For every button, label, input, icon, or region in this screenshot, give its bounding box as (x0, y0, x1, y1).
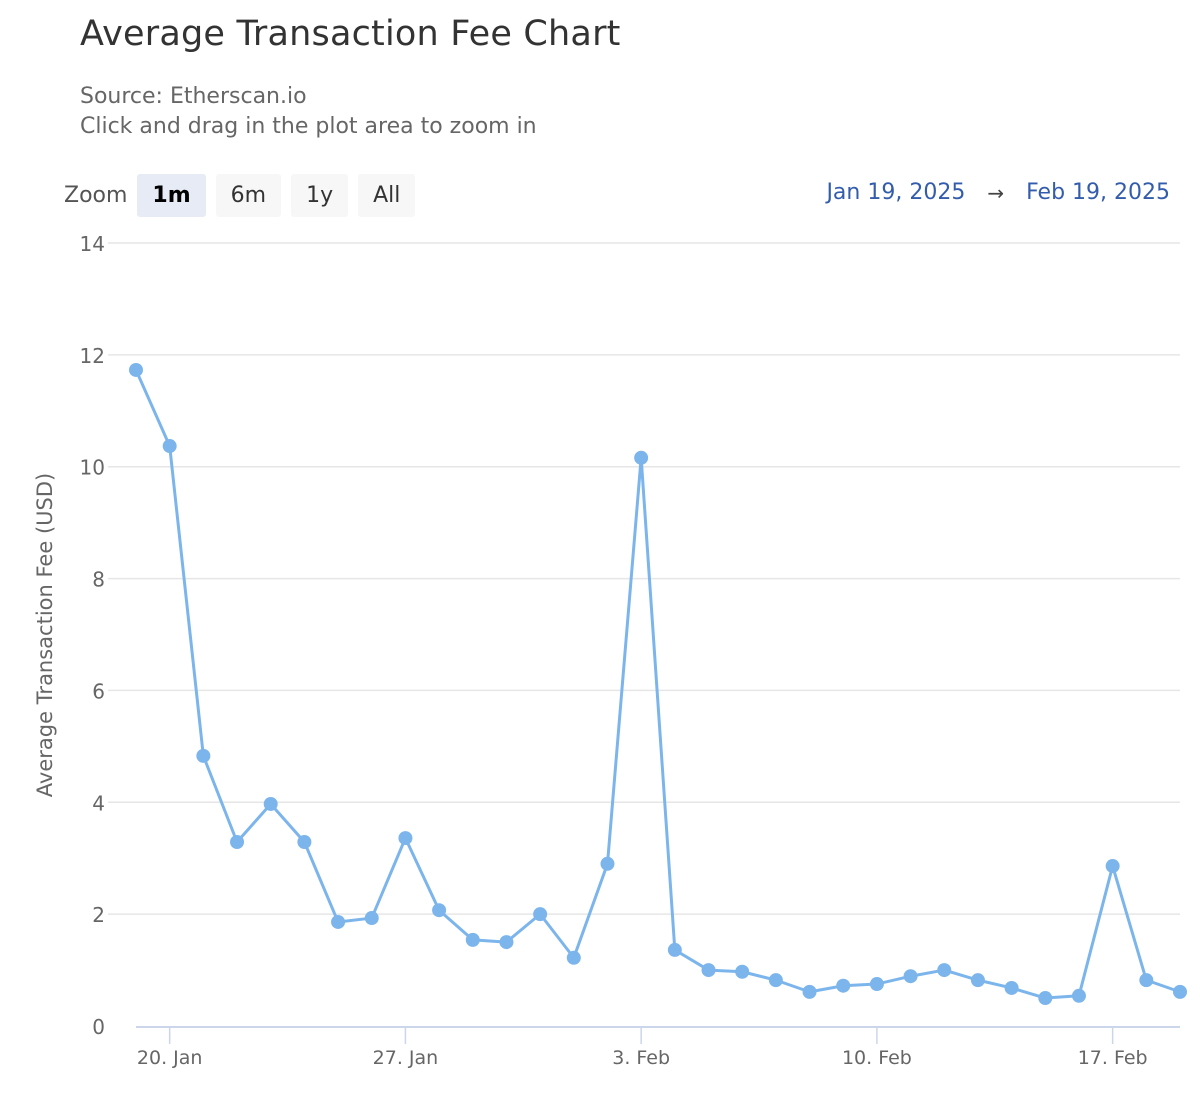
data-point[interactable] (802, 984, 817, 999)
data-point[interactable] (836, 978, 851, 993)
data-point[interactable] (566, 950, 581, 965)
data-point[interactable] (331, 914, 346, 929)
data-point[interactable] (263, 796, 278, 811)
data-point[interactable] (364, 911, 379, 926)
data-point[interactable] (1071, 988, 1086, 1003)
data-point[interactable] (1139, 973, 1154, 988)
data-point[interactable] (465, 932, 480, 947)
x-tick-label: 10. Feb (842, 1047, 912, 1069)
data-point[interactable] (1105, 859, 1120, 874)
y-tick-label: 0 (92, 1015, 105, 1039)
x-tick-label: 20. Jan (137, 1047, 203, 1069)
data-point[interactable] (162, 439, 177, 454)
data-point[interactable] (1173, 984, 1187, 999)
zoom-label: Zoom (64, 183, 128, 208)
zoom-1m-button[interactable]: 1m (137, 174, 206, 217)
zoom-1y-button[interactable]: 1y (291, 174, 349, 217)
data-point[interactable] (634, 450, 649, 465)
y-axis-title: Average Transaction Fee (USD) (33, 473, 57, 797)
data-point[interactable] (701, 963, 716, 978)
data-point[interactable] (735, 964, 750, 979)
data-point[interactable] (970, 973, 985, 988)
date-range: Jan 19, 2025 → Feb 19, 2025 (826, 180, 1170, 205)
arrow-right-icon: → (987, 180, 1005, 205)
data-point[interactable] (869, 977, 884, 992)
x-tick-label: 3. Feb (612, 1047, 670, 1069)
series-line (134, 369, 1181, 1000)
range-to-input[interactable]: Feb 19, 2025 (1026, 180, 1170, 205)
x-tick-label: 17. Feb (1078, 1047, 1148, 1069)
data-point[interactable] (903, 969, 918, 984)
x-tick-label: 27. Jan (373, 1047, 439, 1069)
y-tick-label: 4 (92, 791, 105, 815)
data-point[interactable] (600, 856, 615, 871)
data-point[interactable] (768, 973, 783, 988)
y-tick-label: 12 (80, 344, 105, 368)
data-point[interactable] (667, 942, 682, 957)
data-point[interactable] (1038, 991, 1053, 1006)
y-tick-label: 14 (80, 232, 105, 256)
data-point[interactable] (297, 834, 312, 849)
chart-subtitle: Source: Etherscan.io Click and drag in t… (80, 82, 537, 142)
data-point[interactable] (196, 748, 211, 763)
data-point[interactable] (937, 963, 952, 978)
data-point[interactable] (499, 935, 514, 950)
y-tick-label: 6 (92, 679, 105, 703)
range-from-input[interactable]: Jan 19, 2025 (826, 180, 966, 205)
range-selector: Zoom 1m 6m 1y All (64, 174, 425, 217)
zoom-all-button[interactable]: All (358, 174, 416, 217)
data-point[interactable] (230, 834, 245, 849)
zoom-6m-button[interactable]: 6m (215, 174, 282, 217)
data-point[interactable] (432, 903, 447, 918)
source-text: Source: Etherscan.io (80, 84, 307, 109)
data-point[interactable] (398, 831, 413, 846)
y-tick-label: 10 (80, 456, 105, 480)
chart-title: Average Transaction Fee Chart (80, 14, 621, 54)
data-point[interactable] (129, 362, 143, 377)
data-point[interactable] (533, 907, 548, 922)
data-point[interactable] (1004, 980, 1019, 995)
y-tick-label: 2 (92, 903, 105, 927)
zoom-hint-text: Click and drag in the plot area to zoom … (80, 114, 537, 139)
y-tick-label: 8 (92, 568, 105, 592)
